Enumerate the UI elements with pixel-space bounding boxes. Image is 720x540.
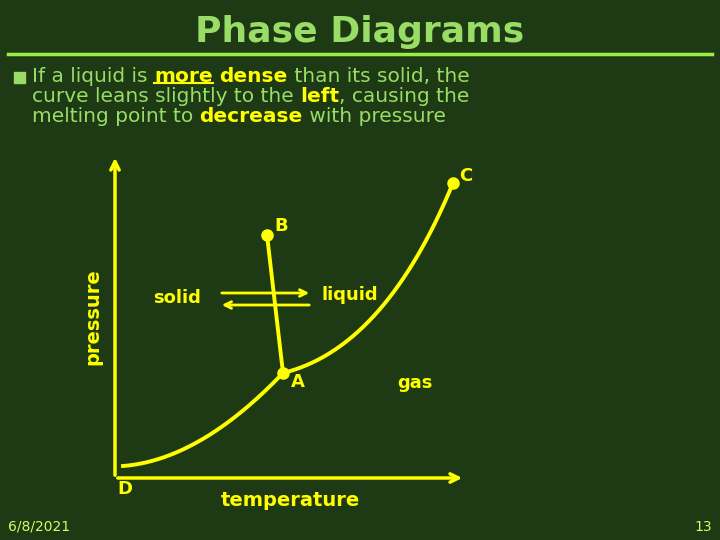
Text: , causing the: , causing the (339, 87, 469, 106)
Text: temperature: temperature (220, 490, 359, 510)
Bar (14, 72, 25, 83)
Text: 6/8/2021: 6/8/2021 (8, 520, 70, 534)
Text: solid: solid (153, 289, 201, 307)
Text: melting point to: melting point to (32, 107, 199, 126)
Text: B: B (274, 217, 287, 235)
Text: A: A (291, 373, 305, 391)
Text: more: more (154, 68, 212, 86)
Text: curve leans slightly to the: curve leans slightly to the (32, 87, 300, 106)
Text: left: left (300, 87, 339, 106)
Text: dense: dense (220, 68, 288, 86)
Text: C: C (459, 167, 472, 185)
Text: with pressure: with pressure (303, 107, 446, 126)
Text: pressure: pressure (84, 268, 102, 365)
Text: Phase Diagrams: Phase Diagrams (195, 15, 525, 49)
Text: 13: 13 (694, 520, 712, 534)
Text: D: D (117, 480, 132, 498)
Text: If a liquid is: If a liquid is (32, 68, 154, 86)
Text: liquid: liquid (322, 286, 378, 304)
Text: gas: gas (397, 374, 433, 392)
Text: decrease: decrease (199, 107, 303, 126)
Text: than its solid, the: than its solid, the (288, 68, 469, 86)
